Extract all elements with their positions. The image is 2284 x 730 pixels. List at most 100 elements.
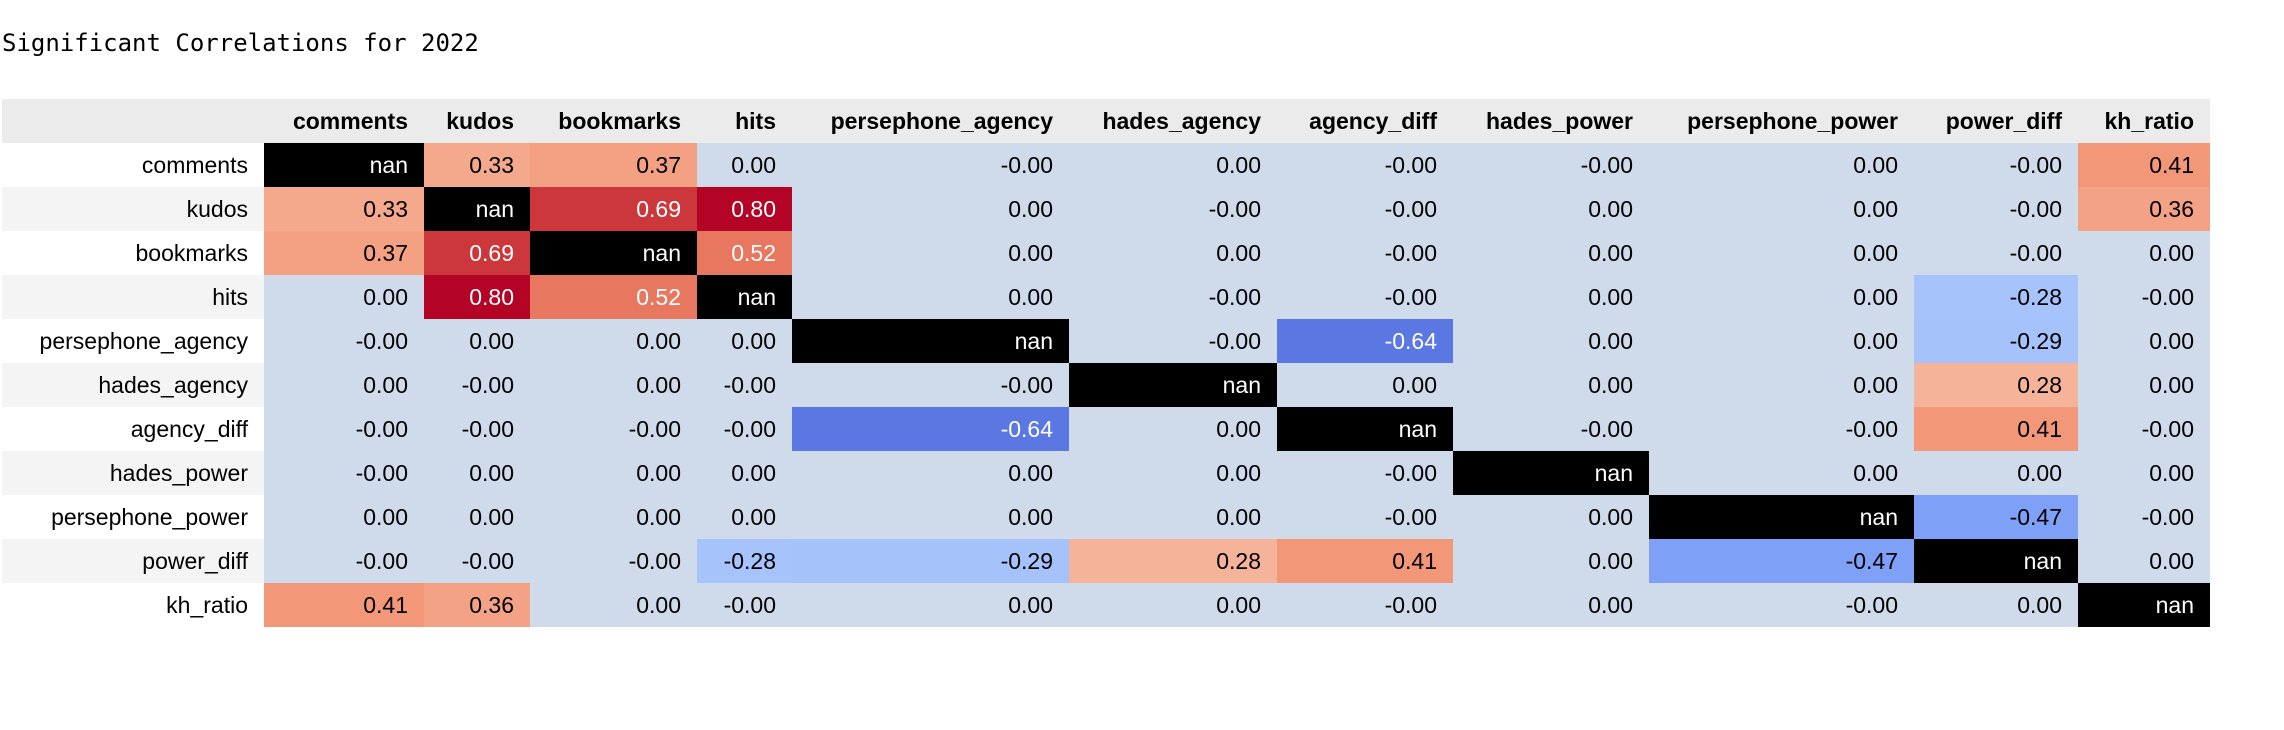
heatmap-cell: -0.64 [792, 407, 1069, 451]
heatmap-cell: 0.00 [1069, 495, 1277, 539]
heatmap-cell: 0.00 [1914, 451, 2078, 495]
heatmap-cell: -0.00 [530, 539, 697, 583]
column-header-hades-agency: hades_agency [1069, 99, 1277, 143]
heatmap-cell: nan [2078, 583, 2210, 627]
heatmap-cell: nan [1069, 363, 1277, 407]
heatmap-cell: 0.00 [1069, 583, 1277, 627]
heatmap-cell: nan [792, 319, 1069, 363]
heatmap-cell: 0.00 [1649, 187, 1914, 231]
column-header-agency-diff: agency_diff [1277, 99, 1453, 143]
row-header-persephone-agency: persephone_agency [2, 319, 264, 363]
heatmap-cell: -0.00 [1277, 187, 1453, 231]
heatmap-cell: -0.29 [792, 539, 1069, 583]
heatmap-cell: 0.00 [1649, 319, 1914, 363]
heatmap-cell: 0.00 [1277, 363, 1453, 407]
heatmap-cell: -0.64 [1277, 319, 1453, 363]
column-header-kudos: kudos [424, 99, 530, 143]
heatmap-cell: -0.00 [424, 407, 530, 451]
heatmap-cell: -0.00 [1277, 451, 1453, 495]
heatmap-cell: 0.00 [697, 319, 792, 363]
heatmap-cell: -0.00 [424, 539, 530, 583]
heatmap-cell: -0.00 [530, 407, 697, 451]
heatmap-cell: -0.00 [1914, 187, 2078, 231]
table-row: agency_diff -0.00 -0.00 -0.00 -0.00 -0.64 0.00… [2, 407, 2210, 451]
heatmap-cell: 0.00 [1069, 451, 1277, 495]
heatmap-cell: nan [1453, 451, 1649, 495]
column-header-hits: hits [697, 99, 792, 143]
table-row: persephone_power 0.00 0.00 0.00 0.00 0.00 0.00… [2, 495, 2210, 539]
heatmap-cell: -0.47 [1914, 495, 2078, 539]
heatmap-cell: 0.00 [697, 495, 792, 539]
heatmap-cell: 0.00 [2078, 539, 2210, 583]
heatmap-cell: 0.80 [697, 187, 792, 231]
heatmap-cell: -0.00 [424, 363, 530, 407]
heatmap-cell: 0.00 [530, 363, 697, 407]
heatmap-cell: -0.00 [2078, 495, 2210, 539]
heatmap-cell: 0.00 [792, 495, 1069, 539]
heatmap-cell: nan [1649, 495, 1914, 539]
heatmap-cell: 0.00 [792, 275, 1069, 319]
table-row: hades_agency 0.00 -0.00 0.00 -0.00 -0.00 nan 0.… [2, 363, 2210, 407]
column-header-row: comments kudos bookmarks hits persephone_age… [2, 99, 2210, 143]
heatmap-cell: 0.00 [2078, 319, 2210, 363]
heatmap-cell: nan [424, 187, 530, 231]
heatmap-cell: 0.00 [792, 187, 1069, 231]
heatmap-cell: -0.00 [2078, 407, 2210, 451]
heatmap-cell: 0.69 [530, 187, 697, 231]
heatmap-cell: -0.00 [1277, 583, 1453, 627]
heatmap-cell: 0.00 [530, 451, 697, 495]
table-row: persephone_agency -0.00 0.00 0.00 0.00 nan -0.… [2, 319, 2210, 363]
heatmap-cell: 0.00 [2078, 451, 2210, 495]
row-header-kh-ratio: kh_ratio [2, 583, 264, 627]
heatmap-cell: -0.00 [264, 539, 424, 583]
heatmap-cell: 0.00 [424, 495, 530, 539]
row-header-hits: hits [2, 275, 264, 319]
heatmap-cell: 0.52 [530, 275, 697, 319]
column-header-persephone-power: persephone_power [1649, 99, 1914, 143]
heatmap-cell: nan [264, 143, 424, 187]
row-header-power-diff: power_diff [2, 539, 264, 583]
table-row: comments nan 0.33 0.37 0.00 -0.00 0.00 -0.00 -0.… [2, 143, 2210, 187]
heatmap-cell: -0.00 [1914, 143, 2078, 187]
heatmap-cell: 0.00 [1649, 231, 1914, 275]
heatmap-cell: -0.00 [697, 583, 792, 627]
row-header-kudos: kudos [2, 187, 264, 231]
heatmap-cell: -0.00 [264, 319, 424, 363]
heatmap-cell: 0.00 [530, 495, 697, 539]
heatmap-cell: 0.41 [1277, 539, 1453, 583]
table-row: power_diff -0.00 -0.00 -0.00 -0.28 -0.29 0.28 0… [2, 539, 2210, 583]
heatmap-cell: -0.00 [697, 407, 792, 451]
heatmap-cell: -0.47 [1649, 539, 1914, 583]
heatmap-cell: -0.00 [697, 363, 792, 407]
heatmap-cell: 0.00 [1649, 363, 1914, 407]
heatmap-cell: -0.00 [1277, 495, 1453, 539]
heatmap-cell: -0.00 [1277, 143, 1453, 187]
heatmap-cell: -0.00 [1069, 275, 1277, 319]
row-header-agency-diff: agency_diff [2, 407, 264, 451]
heatmap-cell: 0.37 [264, 231, 424, 275]
heatmap-cell: 0.00 [1453, 583, 1649, 627]
heatmap-cell: -0.00 [1069, 187, 1277, 231]
heatmap-cell: -0.00 [264, 407, 424, 451]
heatmap-cell: -0.00 [1069, 319, 1277, 363]
heatmap-cell: 0.00 [792, 583, 1069, 627]
heatmap-cell: 0.00 [530, 319, 697, 363]
table-row: hits 0.00 0.80 0.52 nan 0.00 -0.00 -0.00 0.00 0.0… [2, 275, 2210, 319]
heatmap-cell: 0.00 [1453, 231, 1649, 275]
heatmap-cell: nan [530, 231, 697, 275]
heatmap-cell: 0.00 [1453, 187, 1649, 231]
heatmap-cell: -0.00 [264, 451, 424, 495]
heatmap-cell: 0.41 [1914, 407, 2078, 451]
heatmap-cell: 0.00 [1649, 143, 1914, 187]
chart-title: Significant Correlations for 2022 [2, 29, 479, 57]
table-row: kudos 0.33 nan 0.69 0.80 0.00 -0.00 -0.00 0.00 0.… [2, 187, 2210, 231]
heatmap-cell: 0.41 [2078, 143, 2210, 187]
heatmap-cell: nan [1914, 539, 2078, 583]
heatmap-cell: 0.28 [1914, 363, 2078, 407]
heatmap-cell: 0.00 [792, 451, 1069, 495]
heatmap-cell: 0.80 [424, 275, 530, 319]
row-header-comments: comments [2, 143, 264, 187]
heatmap-cell: 0.00 [792, 231, 1069, 275]
heatmap-cell: 0.52 [697, 231, 792, 275]
row-header-hades-agency: hades_agency [2, 363, 264, 407]
